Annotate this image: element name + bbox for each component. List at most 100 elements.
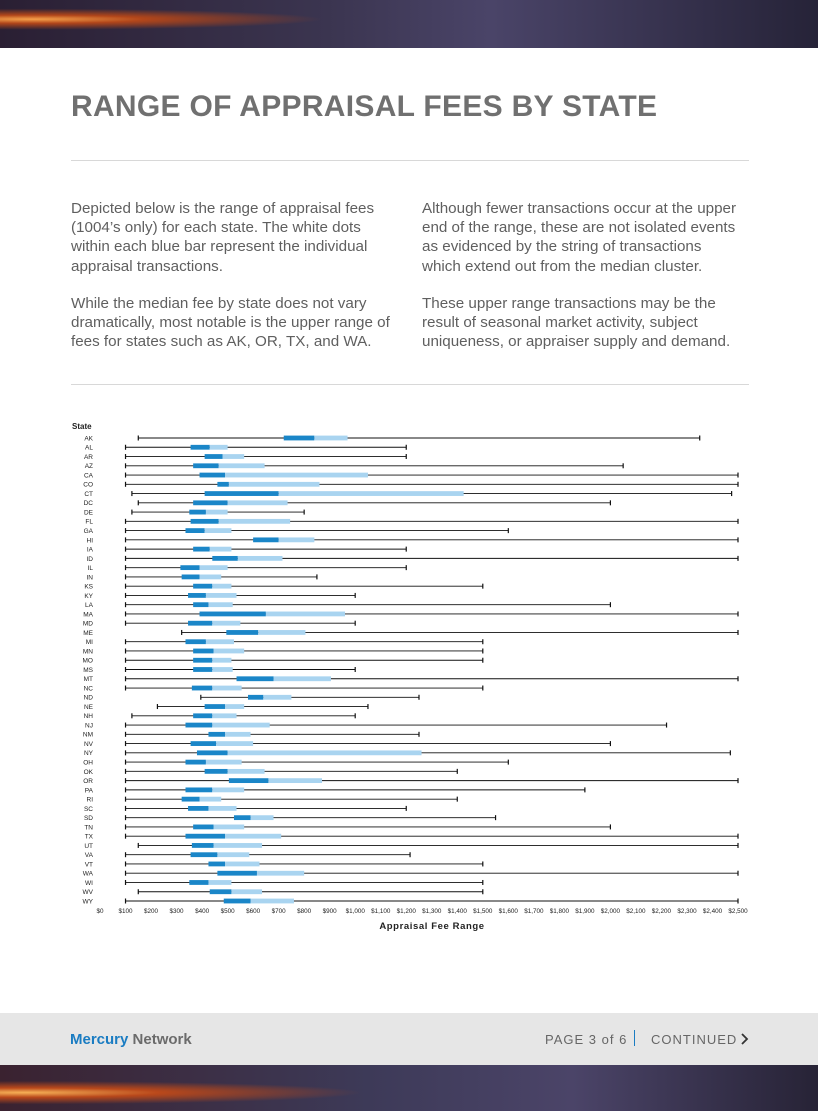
box-lower [248,694,264,700]
y-tick-label: NH [84,713,94,720]
box-lower [199,472,226,478]
y-tick-label: MT [84,676,93,683]
y-tick-label: ND [84,695,94,702]
box-upper [250,815,274,821]
box-lower [190,741,217,746]
box-upper [212,583,232,589]
box-lower [188,806,209,811]
y-tick-label: WA [83,871,94,878]
box-upper [222,454,245,459]
x-tick-label: $700 [272,908,287,915]
box-upper [258,630,306,635]
y-tick-label: OK [84,769,94,776]
box-lower [209,889,232,895]
y-tick-label: AK [84,435,93,442]
y-tick-label: MN [83,648,93,655]
y-tick-label: NM [83,732,93,739]
box-upper [205,593,237,598]
x-tick-label: $2,200 [652,908,672,915]
box-lower [185,639,206,645]
y-tick-label: WI [85,880,93,887]
box-upper [273,676,331,682]
y-tick-label: RI [87,797,94,804]
x-tick-label: $1,500 [473,908,493,915]
divider [71,384,749,385]
box-lower [189,509,206,515]
brand-bold: Mercury [70,1031,129,1048]
box-lower [193,546,210,552]
x-tick-label: $600 [246,908,261,915]
x-tick-label: $100 [119,908,134,915]
chevron[interactable] [740,1033,750,1045]
y-tick-label: KY [84,593,93,600]
box-lower [188,593,206,598]
x-tick-label: $1,400 [448,908,468,915]
box-upper [268,778,323,784]
x-tick-label: $1,700 [524,908,544,915]
box-upper [205,509,228,515]
y-tick-label: FL [85,519,93,526]
box-lower [208,861,226,867]
box-lower [226,630,259,635]
y-tick-label: AL [85,445,93,452]
box-upper [225,472,368,478]
separator [634,1030,635,1046]
box-lower [208,731,226,737]
x-tick-label: $900 [323,908,338,915]
y-tick-label: MO [83,658,93,665]
box-upper [225,861,260,867]
box-upper [314,435,348,441]
box-lower [193,583,213,589]
box-upper [213,824,245,830]
y-tick-label: CA [84,472,94,479]
box-upper [208,806,237,811]
y-tick-label: KS [84,584,93,591]
box-upper [199,796,222,802]
box-upper [213,648,245,654]
box-lower [185,787,213,793]
y-tick-label: AR [84,454,93,461]
y-tick-label: VT [85,861,93,868]
y-tick-label: MA [83,611,93,618]
y-tick-label: IL [88,565,94,572]
box-upper [208,602,233,608]
box-lower [223,898,251,904]
y-tick-label: AZ [85,463,93,470]
box-lower [180,565,200,571]
x-tick-label: $2,300 [677,908,697,915]
box-upper [213,843,263,848]
x-tick-label: $1,600 [499,908,519,915]
top-banner [0,0,818,48]
box-upper [278,491,464,496]
box-lower [190,852,218,858]
box-upper [208,880,232,885]
x-tick-label: $0 [96,908,104,915]
box-lower [228,778,269,784]
box-upper [227,500,288,506]
box-lower [204,768,228,774]
box-upper [212,722,270,728]
box-lower [181,574,200,580]
y-tick-label: NJ [85,722,93,729]
box-upper [217,852,250,858]
box-lower [253,537,279,543]
footer [0,1013,818,1065]
x-tick-label: $400 [195,908,210,915]
paragraph: These upper range transactions may be th… [422,294,731,351]
y-tick-label: SC [84,806,93,813]
continued[interactable]: CONTINUED [651,1032,738,1047]
x-tick-label: $2,500 [728,908,748,915]
y-tick-label: MI [86,639,93,646]
y-tick-label: MD [83,621,93,628]
box-lower [283,435,315,441]
y-tick-label: UT [84,843,93,850]
y-tick-label: TN [84,824,93,831]
box-upper [204,528,232,533]
y-axis-title: State [72,422,92,431]
box-upper [212,685,242,691]
y-tick-label: MS [83,667,93,674]
brand-rest: Network [128,1031,192,1048]
x-tick-label: $1,100 [371,908,391,915]
x-tick-label: $1,000 [346,908,366,915]
box-lower [190,444,210,450]
